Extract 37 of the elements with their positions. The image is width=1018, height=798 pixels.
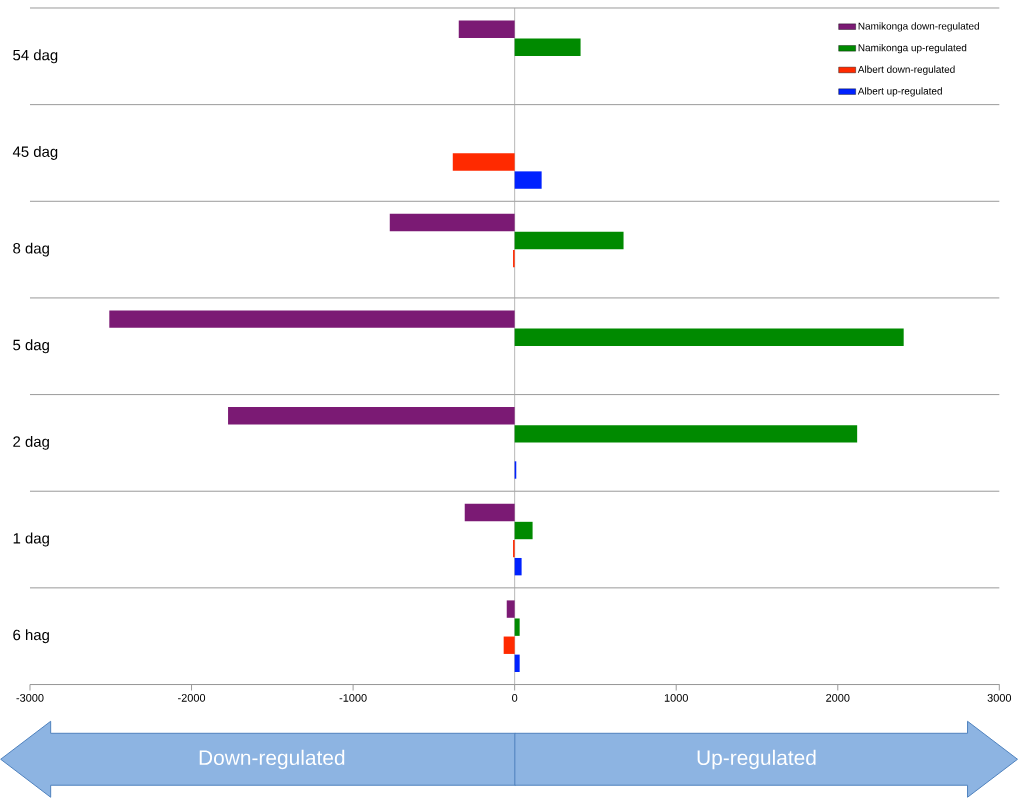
legend-label: Albert down-regulated: [857, 65, 955, 75]
x-tick-label: 3000: [987, 693, 1012, 702]
bar: [458, 20, 515, 38]
bar: [514, 521, 533, 539]
bar: [514, 328, 904, 346]
x-tick-label: 0: [512, 693, 518, 702]
bar: [464, 503, 515, 521]
x-tick-label: -1000: [339, 693, 367, 702]
bar: [109, 310, 515, 328]
legend-label: Namikonga down-regulated: [858, 22, 979, 32]
bar: [514, 557, 522, 576]
bar: [514, 38, 581, 56]
bar: [514, 654, 520, 672]
text: Down-regulated: [199, 749, 345, 769]
x-tick-label: -3000: [16, 693, 44, 702]
y-tick-label: 54 dag: [13, 49, 58, 64]
y-tick-label: 5 dag: [13, 339, 49, 353]
bar: [514, 231, 624, 250]
bar: [228, 406, 515, 425]
bar: [506, 600, 515, 618]
y-tick-label: 1 dag: [13, 532, 49, 547]
y-tick-label: 6 hag: [13, 629, 49, 643]
bar: [503, 636, 515, 654]
bar: [514, 171, 542, 189]
bar: [452, 153, 515, 171]
x-tick-label: 1000: [664, 693, 688, 702]
y-tick-label: 8 dag: [13, 242, 49, 257]
text: Up-regulated: [697, 749, 816, 769]
bar: [514, 424, 858, 443]
bar: [514, 618, 520, 636]
legend-label: Albert up-regulated: [857, 87, 942, 97]
x-tick-label: -2000: [178, 693, 206, 702]
y-tick-label: 45 dag: [12, 145, 58, 160]
bar: [389, 213, 515, 231]
x-tick-label: 2000: [826, 693, 850, 702]
y-tick-label: 2 dag: [13, 435, 49, 450]
legend-label: Namikonga up-regulated: [858, 43, 967, 54]
